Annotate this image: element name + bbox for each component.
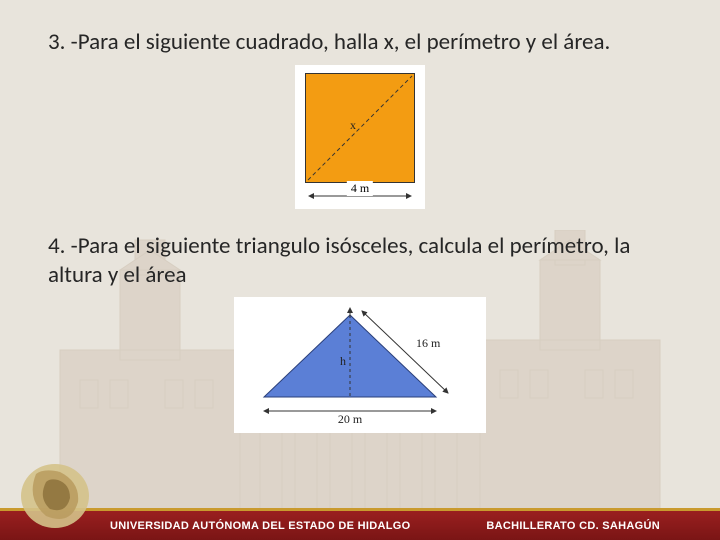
problem3-figure: x 4 m bbox=[48, 65, 672, 214]
footer-bar: UNIVERSIDAD AUTÓNOMA DEL ESTADO DE HIDAL… bbox=[0, 508, 720, 540]
problem4-figure: 16 m 20 m h bbox=[48, 297, 672, 438]
institution-logo bbox=[16, 454, 94, 532]
triangle-slant-label: 16 m bbox=[416, 336, 441, 350]
footer-right-text: BACHILLERATO CD. SAHAGÚN bbox=[486, 520, 660, 532]
square-side-label: 4 m bbox=[347, 181, 373, 196]
square-diagonal-label: x bbox=[350, 118, 356, 133]
triangle-base-label: 20 m bbox=[338, 412, 363, 426]
problem3-text: 3. -Para el siguiente cuadrado, halla x,… bbox=[48, 28, 672, 57]
slide-content: 3. -Para el siguiente cuadrado, halla x,… bbox=[0, 0, 720, 484]
problem4-text: 4. -Para el siguiente triangulo isóscele… bbox=[48, 232, 672, 290]
square-shape: x bbox=[305, 73, 415, 183]
triangle-shape: 16 m 20 m h bbox=[250, 307, 470, 427]
footer-left-text: UNIVERSIDAD AUTÓNOMA DEL ESTADO DE HIDAL… bbox=[110, 520, 410, 532]
triangle-height-label: h bbox=[340, 354, 346, 368]
